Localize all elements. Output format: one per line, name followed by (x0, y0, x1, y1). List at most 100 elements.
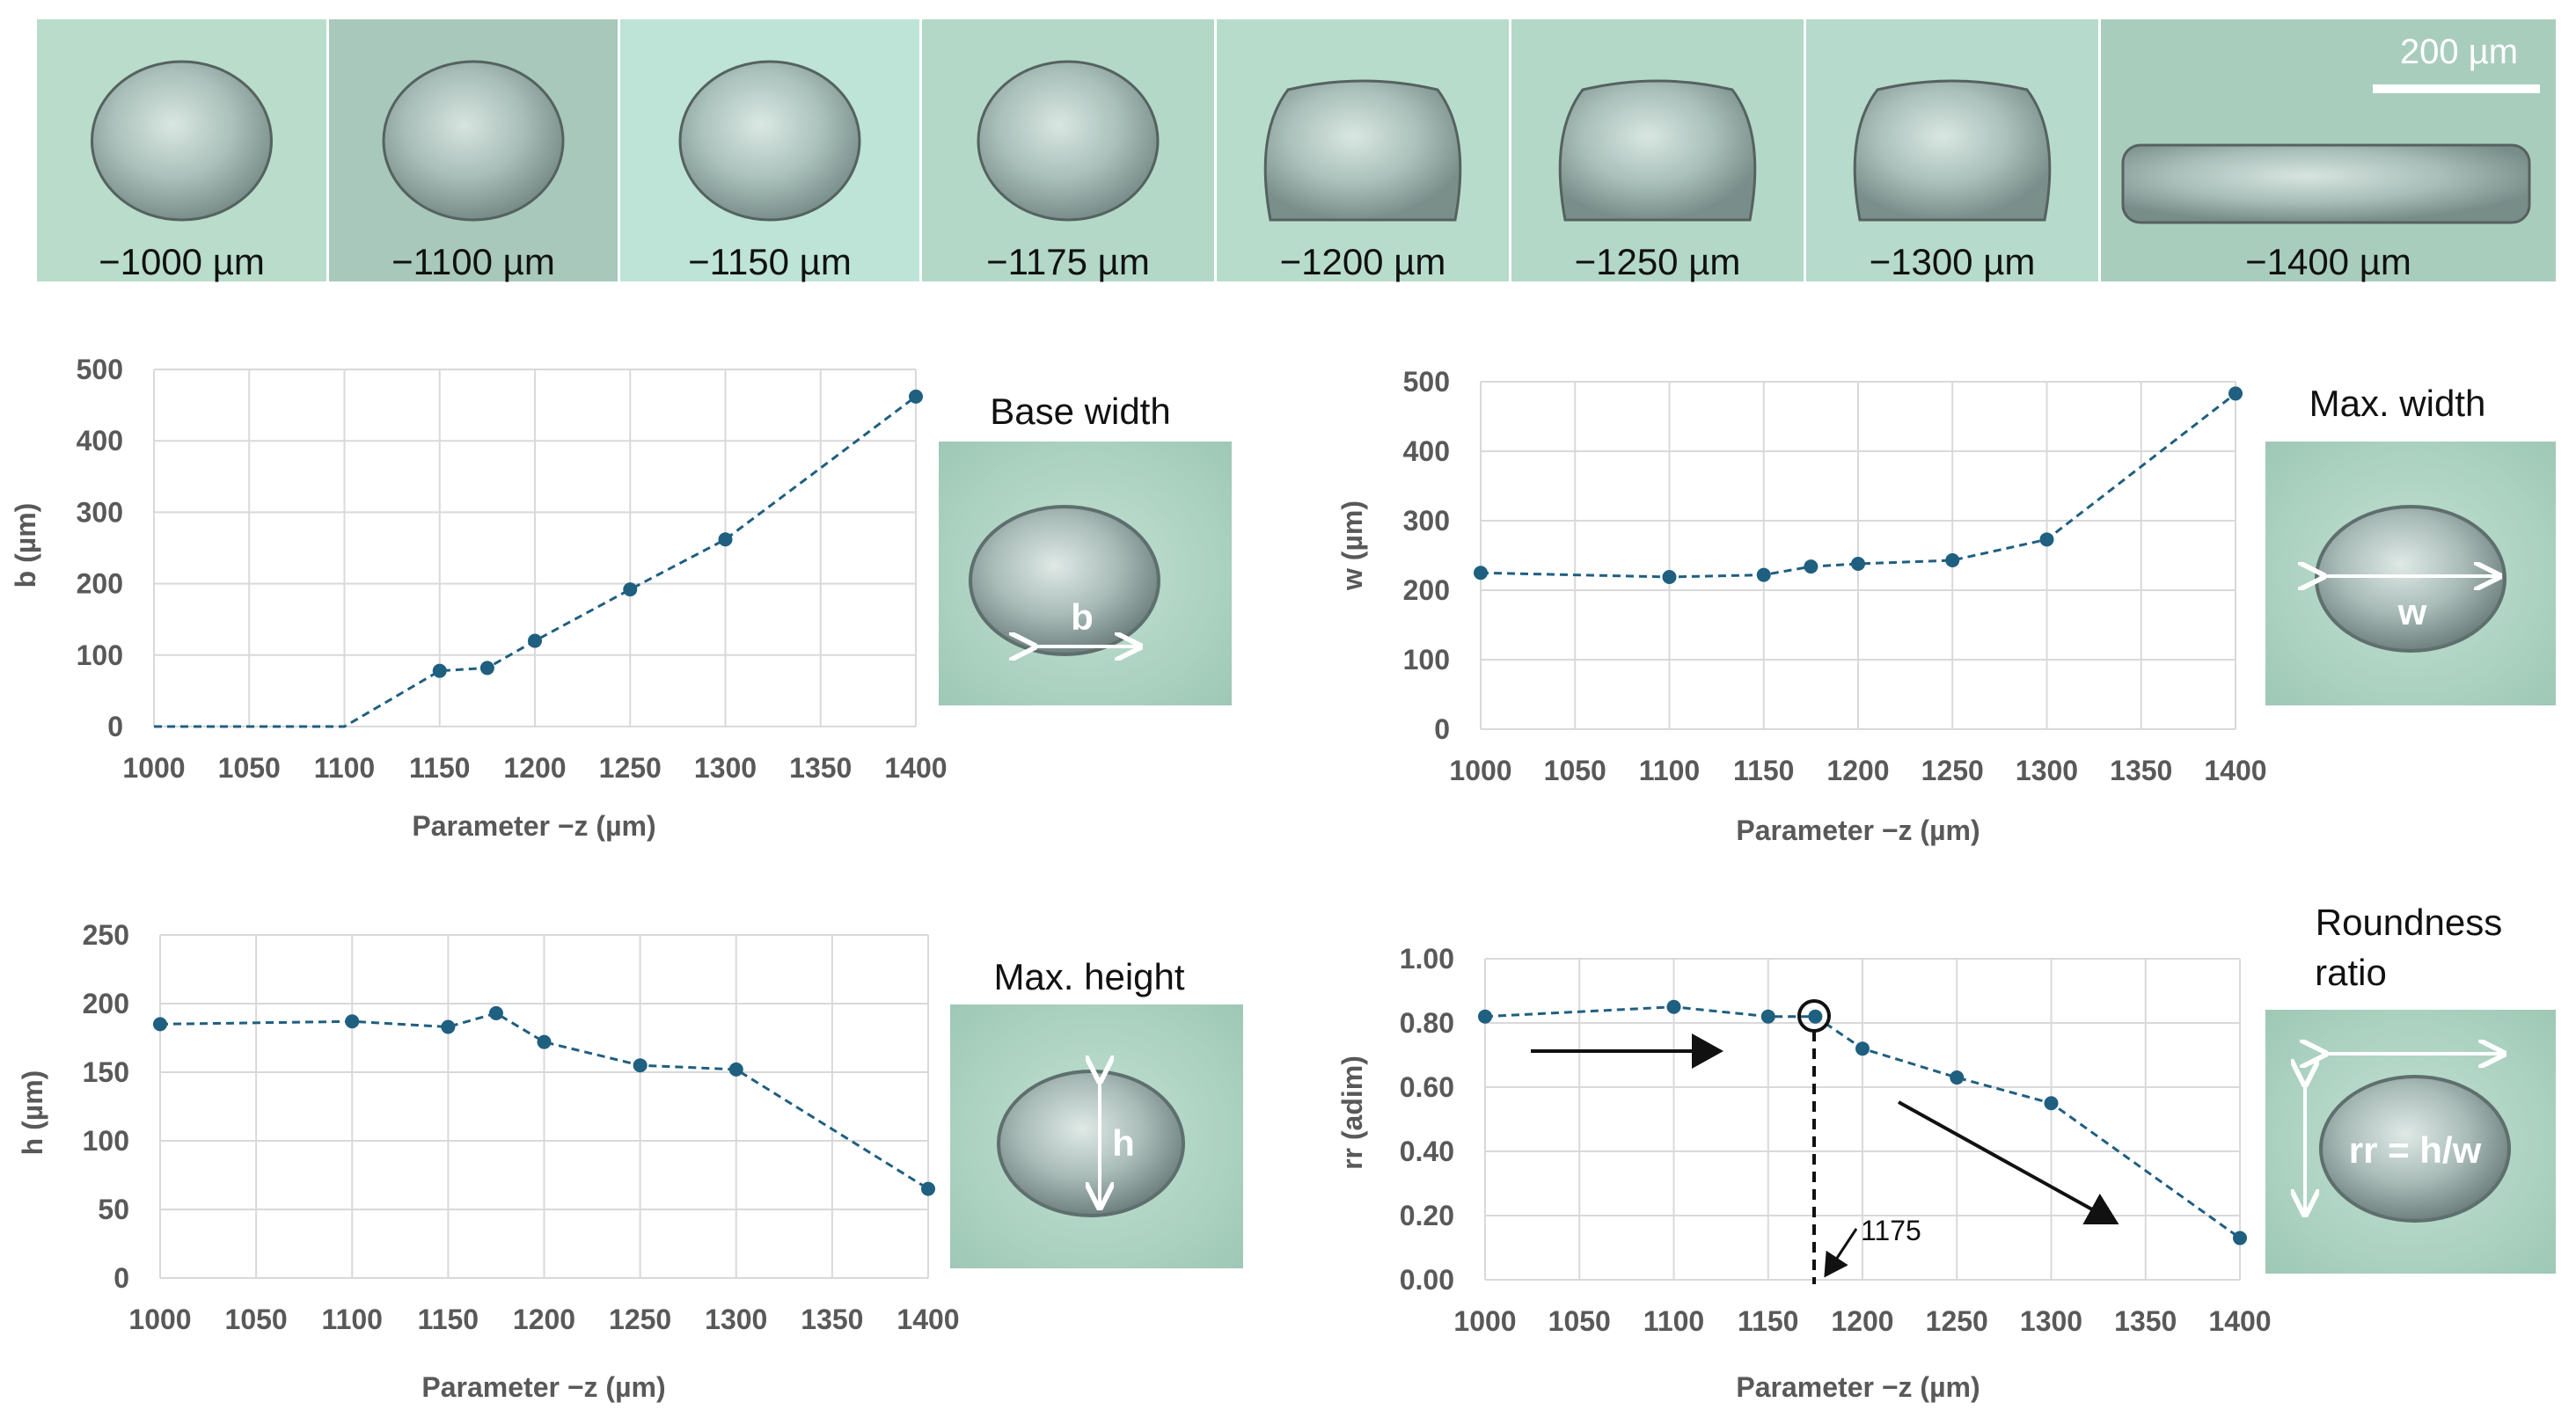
max-width-inset-symbol: w (2397, 591, 2427, 632)
y-tick-label: 50 (98, 1194, 129, 1225)
x-tick-label: 1250 (609, 1304, 671, 1335)
data-point (2039, 532, 2054, 547)
y-tick-label: 100 (83, 1125, 129, 1157)
y-tick-label: 0 (1434, 713, 1450, 745)
data-point (1945, 553, 1960, 568)
data-point (2233, 1231, 2247, 1245)
micrograph-panel: −1400 µm (2101, 19, 2556, 282)
y-tick-label: 0.00 (1400, 1264, 1454, 1296)
y-tick-label: 0.40 (1400, 1136, 1454, 1167)
x-tick-label: 1100 (1639, 755, 1700, 786)
max-height-chart-xlabel: Parameter −z (µm) (421, 1371, 665, 1403)
droplet-cross-section (382, 60, 565, 222)
x-tick-label: 1000 (1453, 1305, 1516, 1337)
roundness-chart: rr (adim) Parameter −z (µm) 0.00 0.20 0.40… (1336, 943, 2272, 1403)
transition-callout-label: 1175 (1861, 1215, 1921, 1246)
max-width-inset: Max. width w (2265, 383, 2556, 705)
micrograph-panel: −1175 µm (922, 19, 1214, 282)
data-point (623, 582, 638, 597)
x-tick-label: 1300 (2016, 755, 2078, 786)
y-tick-label: 0.20 (1400, 1200, 1454, 1231)
base-width-inset-title: Base width (990, 391, 1170, 432)
y-tick-label: 500 (77, 354, 123, 385)
roundness-inset-title-line1: Roundness (2316, 902, 2502, 943)
y-tick-label: 200 (77, 568, 123, 600)
y-tick-label: 500 (1403, 366, 1450, 398)
y-tick-label: 250 (83, 919, 129, 951)
data-point (441, 1019, 456, 1034)
micrograph-strip: −1000 µm −1100 µm −1150 µm −1175 µm −1200 µm… (37, 19, 2556, 282)
roundness-inset: Roundness ratio rr = h/w (2265, 902, 2556, 1274)
y-tick-label: 300 (77, 496, 123, 528)
y-tick-label: 200 (83, 988, 129, 1019)
y-tick-label: 100 (77, 639, 123, 671)
data-point (432, 663, 447, 678)
base-width-chart: b (µm) Parameter −z (µm) 0 100 200 300 400 50… (10, 354, 948, 842)
scale-bar-line (2373, 84, 2540, 93)
micrograph-panel: −1250 µm (1511, 19, 1804, 282)
base-width-chart-ylabel: b (µm) (10, 503, 41, 588)
roundness-annotations: 1175 (1531, 999, 2119, 1284)
y-tick-label: 0.60 (1400, 1071, 1454, 1103)
x-tick-label: 1050 (225, 1304, 288, 1335)
micrograph-label: −1200 µm (1280, 241, 1446, 282)
y-tick-label: 200 (1403, 574, 1450, 606)
x-tick-label: 1400 (896, 1304, 959, 1335)
y-tick-label: 150 (83, 1056, 129, 1088)
x-tick-label: 1400 (2208, 1305, 2271, 1337)
data-point (909, 389, 923, 404)
x-tick-label: 1000 (128, 1304, 191, 1335)
data-point (921, 1181, 935, 1196)
x-tick-label: 1300 (705, 1304, 767, 1335)
x-tick-label: 1050 (218, 752, 281, 784)
data-point (633, 1058, 648, 1073)
x-tick-label: 1200 (1831, 1305, 1893, 1337)
x-tick-label: 1050 (1548, 1305, 1611, 1337)
max-height-inset: Max. height h (950, 956, 1243, 1268)
roundness-inset-droplet (2319, 1075, 2511, 1223)
micrograph-panel: −1100 µm (329, 19, 618, 282)
y-tick-label: 1.00 (1400, 943, 1454, 975)
scale-bar-label: 200 µm (2400, 33, 2518, 71)
micrograph-label: −1000 µm (99, 241, 265, 282)
micrograph-label: −1100 µm (392, 241, 555, 282)
x-tick-label: 1000 (1449, 755, 1511, 786)
y-tick-label: 0 (113, 1262, 129, 1294)
micrograph-label: −1175 µm (986, 241, 1150, 282)
x-tick-label: 1050 (1544, 755, 1606, 786)
max-width-chart-ylabel: w (µm) (1336, 500, 1368, 591)
x-tick-label: 1150 (1738, 1305, 1798, 1337)
micrograph-panel: −1200 µm (1217, 19, 1509, 282)
data-point (1478, 1009, 1492, 1024)
data-point (1662, 569, 1677, 584)
base-width-inset: Base width b (939, 391, 1232, 705)
data-point (1808, 1009, 1823, 1024)
series-line (1480, 392, 2236, 579)
y-tick-label: 400 (1403, 435, 1450, 467)
x-tick-label: 1250 (1921, 755, 1984, 786)
x-tick-label: 1400 (884, 752, 947, 784)
data-point (718, 532, 733, 547)
max-height-chart: h (µm) Parameter −z (µm) 0 50 100 150 200 250… (17, 919, 960, 1403)
series-line (154, 395, 917, 728)
x-tick-label: 1350 (2114, 1305, 2177, 1337)
max-height-inset-title: Max. height (993, 956, 1184, 997)
x-tick-label: 1250 (1926, 1305, 1988, 1337)
x-tick-label: 1150 (418, 1304, 479, 1335)
data-point (488, 1005, 503, 1020)
droplet-cross-section (977, 60, 1160, 222)
roundness-chart-ylabel: rr (adim) (1336, 1055, 1368, 1170)
y-tick-label: 300 (1403, 505, 1450, 537)
data-point (528, 633, 542, 648)
decline-trend-arrow (1898, 1100, 2119, 1224)
roundness-chart-xlabel: Parameter −z (µm) (1736, 1371, 1980, 1403)
x-tick-label: 1100 (314, 752, 375, 784)
track-cross-section (2121, 143, 2531, 224)
max-height-inset-symbol: h (1112, 1122, 1135, 1164)
x-tick-label: 1300 (694, 752, 757, 784)
x-tick-label: 1200 (513, 1304, 575, 1335)
x-tick-label: 1100 (322, 1304, 383, 1335)
base-width-inset-symbol: b (1071, 596, 1094, 638)
max-height-inset-droplet (997, 1070, 1185, 1217)
